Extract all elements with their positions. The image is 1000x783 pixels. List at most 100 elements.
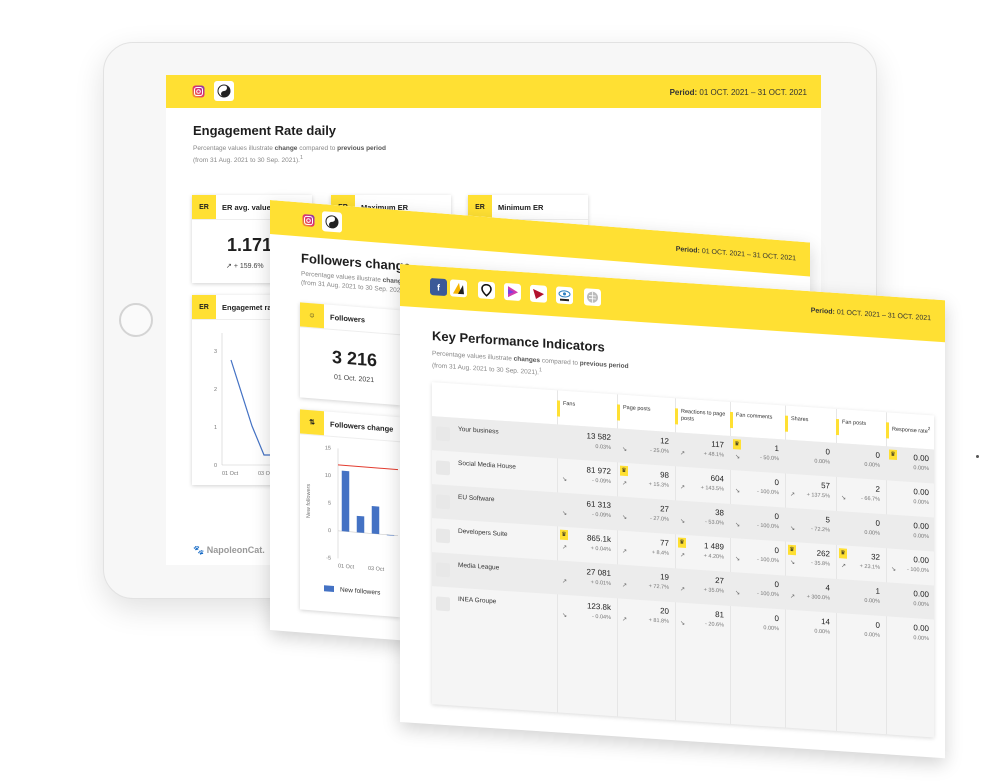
trend-down-icon: ↘	[622, 514, 628, 522]
yourbiz-logo-icon	[450, 279, 467, 298]
trophy-badge-icon: ♛	[560, 529, 568, 541]
page-subtitle: Percentage values illustrate changes com…	[432, 350, 629, 376]
trophy-badge-icon: ♛	[733, 439, 741, 450]
y-tick: 15	[325, 445, 331, 451]
bar-02-oct	[356, 515, 365, 533]
followers-value: 3 216	[332, 346, 378, 371]
y-tick: 3	[214, 349, 217, 355]
facebook-icon: f	[430, 277, 447, 297]
y-tick: 0	[214, 463, 217, 469]
followers-change-icon: ⇅	[300, 409, 324, 436]
inea-logo-icon	[436, 596, 450, 612]
trend-up-icon: ↗	[680, 586, 686, 593]
page-subtitle: Percentage values illustrate change comp…	[193, 145, 386, 164]
page-title: Key Performance Indicators	[432, 328, 605, 355]
card-label: Minimum ER	[498, 203, 544, 212]
trend-down-icon: ↘	[680, 620, 686, 627]
trend-down-icon: ↘	[891, 566, 897, 573]
trend-down-icon: ↘	[735, 556, 741, 563]
trend-up-icon: ↗	[622, 480, 628, 488]
reference-line	[338, 464, 398, 471]
eusoft-logo-icon	[504, 282, 521, 302]
trend-down-icon: ↘	[562, 476, 568, 484]
er-avg-change: ↗ + 159.6%	[226, 263, 264, 270]
trend-up-icon: ↗	[790, 593, 796, 601]
y-tick: -5	[326, 555, 331, 561]
er-icon: ER	[192, 195, 216, 219]
trend-down-icon: ↘	[735, 488, 741, 495]
page-title: Engagement Rate daily	[193, 123, 337, 138]
x-tick: 01 Oct	[222, 471, 239, 477]
column-marker	[557, 400, 560, 417]
followers-bar-chart: 15 10 5 0 -5 New followers 01 Oct 03 Oct New fol…	[306, 445, 398, 597]
header-bar: Period: 01 OCT. 2021 – 31 OCT. 2021	[270, 200, 810, 277]
column-marker	[836, 418, 839, 436]
calendar-er-icon: ER	[192, 295, 216, 319]
trend-up-icon: ↗	[562, 544, 568, 552]
trend-up-icon: ↗	[680, 450, 686, 457]
y-tick: 0	[328, 528, 331, 534]
trend-up-icon: ↗	[680, 484, 686, 491]
card-label: Followers change	[330, 419, 394, 434]
trend-down-icon: ↘	[735, 522, 741, 529]
card-label: Followers	[330, 312, 366, 325]
followers-card: ☺ Followers 3 216 01 Oct. 2021	[300, 302, 400, 406]
trend-down-icon: ↘	[680, 518, 686, 525]
devsuite-logo-icon	[436, 528, 450, 544]
period-label: Period: 01 OCT. 2021 – 31 OCT. 2021	[810, 307, 931, 323]
yin-yang-logo-icon	[214, 81, 234, 101]
yourbiz-logo-icon	[436, 426, 450, 442]
decorative-dot	[976, 455, 979, 458]
x-tick: 03 Oct	[258, 471, 275, 477]
y-tick: 5	[328, 501, 331, 507]
y-tick: 1	[214, 425, 217, 431]
trend-down-icon: ↘	[562, 612, 568, 620]
period-label: Period: 01 OCT. 2021 – 31 OCT. 2021	[675, 245, 796, 263]
trophy-badge-icon: ♛	[889, 449, 897, 461]
page-subtitle: Percentage values illustrate chang (from…	[301, 270, 408, 295]
column-marker	[730, 411, 733, 429]
x-tick: 01 Oct	[338, 563, 355, 570]
column-marker	[617, 404, 620, 421]
header-bar: Period: 01 OCT. 2021 – 31 OCT. 2021	[166, 75, 821, 108]
zero-line	[338, 530, 398, 536]
trend-down-icon: ↘	[735, 590, 741, 597]
followers-sheet: Period: 01 OCT. 2021 – 31 OCT. 2021 Foll…	[270, 200, 810, 673]
trophy-badge-icon: ♛	[839, 548, 847, 559]
trend-down-icon: ↘	[841, 495, 847, 502]
x-tick: 03 Oct	[368, 566, 385, 573]
card-label: Engagemet rate	[222, 303, 279, 312]
bar-01-oct	[341, 470, 350, 532]
period-label: Period: 01 OCT. 2021 – 31 OCT. 2021	[669, 88, 807, 97]
inea-logo-icon	[584, 288, 601, 307]
column-header-reactions-to-page-posts: Reactions to page posts	[681, 408, 726, 423]
trend-down-icon: ↘	[735, 454, 741, 461]
trend-up-icon: ↗	[622, 616, 628, 624]
bar-03-oct	[371, 506, 380, 535]
trophy-badge-icon: ♛	[788, 544, 796, 556]
devsuite-logo-icon	[530, 284, 547, 303]
trophy-badge-icon: ♛	[620, 465, 628, 477]
trend-up-icon: ↗	[622, 548, 628, 556]
page-title: Followers change	[301, 250, 411, 275]
pin-logo-icon	[478, 281, 495, 300]
column-marker	[886, 422, 889, 439]
bar-04-oct	[386, 534, 395, 536]
trend-up-icon: ↗	[562, 578, 568, 586]
instagram-icon	[190, 83, 207, 100]
napoleoncat-icon: 🐾	[193, 545, 207, 555]
trend-up-icon: ↗	[790, 491, 796, 499]
home-button[interactable]	[119, 303, 153, 337]
media-logo-icon	[436, 562, 450, 578]
trend-down-icon: ↘	[790, 525, 796, 533]
kpi-table: Fans Page posts Reactions to page posts Fan…	[432, 382, 934, 738]
trend-down-icon: ↘	[622, 446, 628, 454]
y-tick: 2	[214, 387, 217, 393]
legend-swatch	[324, 585, 334, 593]
kpi-sheet: f Period: 01 OCT. 2021 – 31 OCT. 2021 Ke…	[400, 264, 945, 759]
card-label: Maximum ER	[361, 203, 409, 212]
trend-down-icon: ↘	[562, 510, 568, 518]
followers-icon: ☺	[300, 302, 324, 329]
legend-label: New followers	[340, 587, 381, 597]
card-label: ER avg. value	[222, 203, 271, 212]
